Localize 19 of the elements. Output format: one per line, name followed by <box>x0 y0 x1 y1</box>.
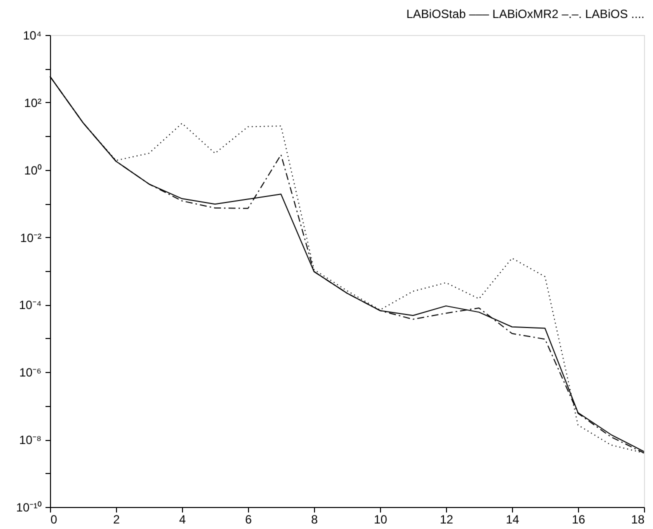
y-tick-label: 10⁴ <box>22 28 42 42</box>
x-tick-label: 18 <box>631 512 645 526</box>
x-tick-label: 2 <box>113 512 120 526</box>
x-tick-label: 0 <box>50 512 58 526</box>
y-tick-label: 10⁻⁴ <box>18 298 42 312</box>
y-tick-label: 10² <box>24 96 42 110</box>
x-tick-label: 8 <box>311 512 318 526</box>
x-tick-label: 16 <box>572 512 586 526</box>
y-tick-label: 10⁰ <box>24 163 42 178</box>
y-tick-label: 10⁻⁸ <box>19 433 42 448</box>
x-tick-label: 10 <box>374 512 388 526</box>
chart-title: LABiOStab ––– LABiOxMR2 –.–. LABiOS .... <box>406 7 644 21</box>
y-tick-label: 10⁻¹⁰ <box>16 500 42 514</box>
x-tick-label: 4 <box>179 512 186 526</box>
y-tick-label: 10⁻⁶ <box>19 366 42 380</box>
y-tick-label: 10⁻² <box>20 230 42 245</box>
x-tick-label: 14 <box>506 512 520 526</box>
x-tick-label: 6 <box>245 512 252 526</box>
x-tick-label: 12 <box>440 512 454 526</box>
